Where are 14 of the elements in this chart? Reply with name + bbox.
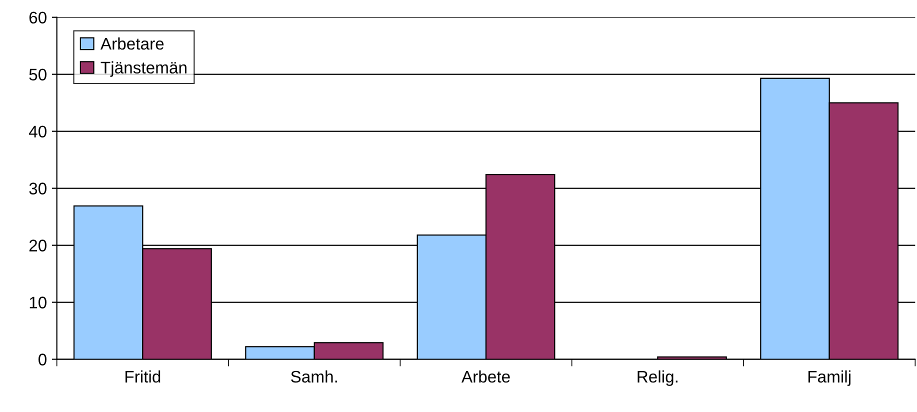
x-tick-label: Samh. [291, 370, 337, 383]
x-tick-label: Familj [808, 370, 850, 386]
y-tick-label: 10 [30, 296, 46, 308]
x-tick-label: Arbete [461, 370, 510, 383]
x-tick-label: Relig. [638, 370, 678, 386]
legend-label: Tjänstemän [100, 61, 186, 77]
y-tick-label: 0 [38, 354, 46, 366]
y-tick-label: 20 [29, 240, 46, 252]
legend-label: Arbetare [100, 37, 164, 50]
y-tick-label: 30 [29, 182, 46, 194]
y-tick-label: 60 [29, 12, 46, 24]
x-tick-label: Fritid [126, 370, 160, 383]
y-tick-label: 40 [28, 126, 46, 138]
y-tick-label: 50 [29, 68, 46, 80]
